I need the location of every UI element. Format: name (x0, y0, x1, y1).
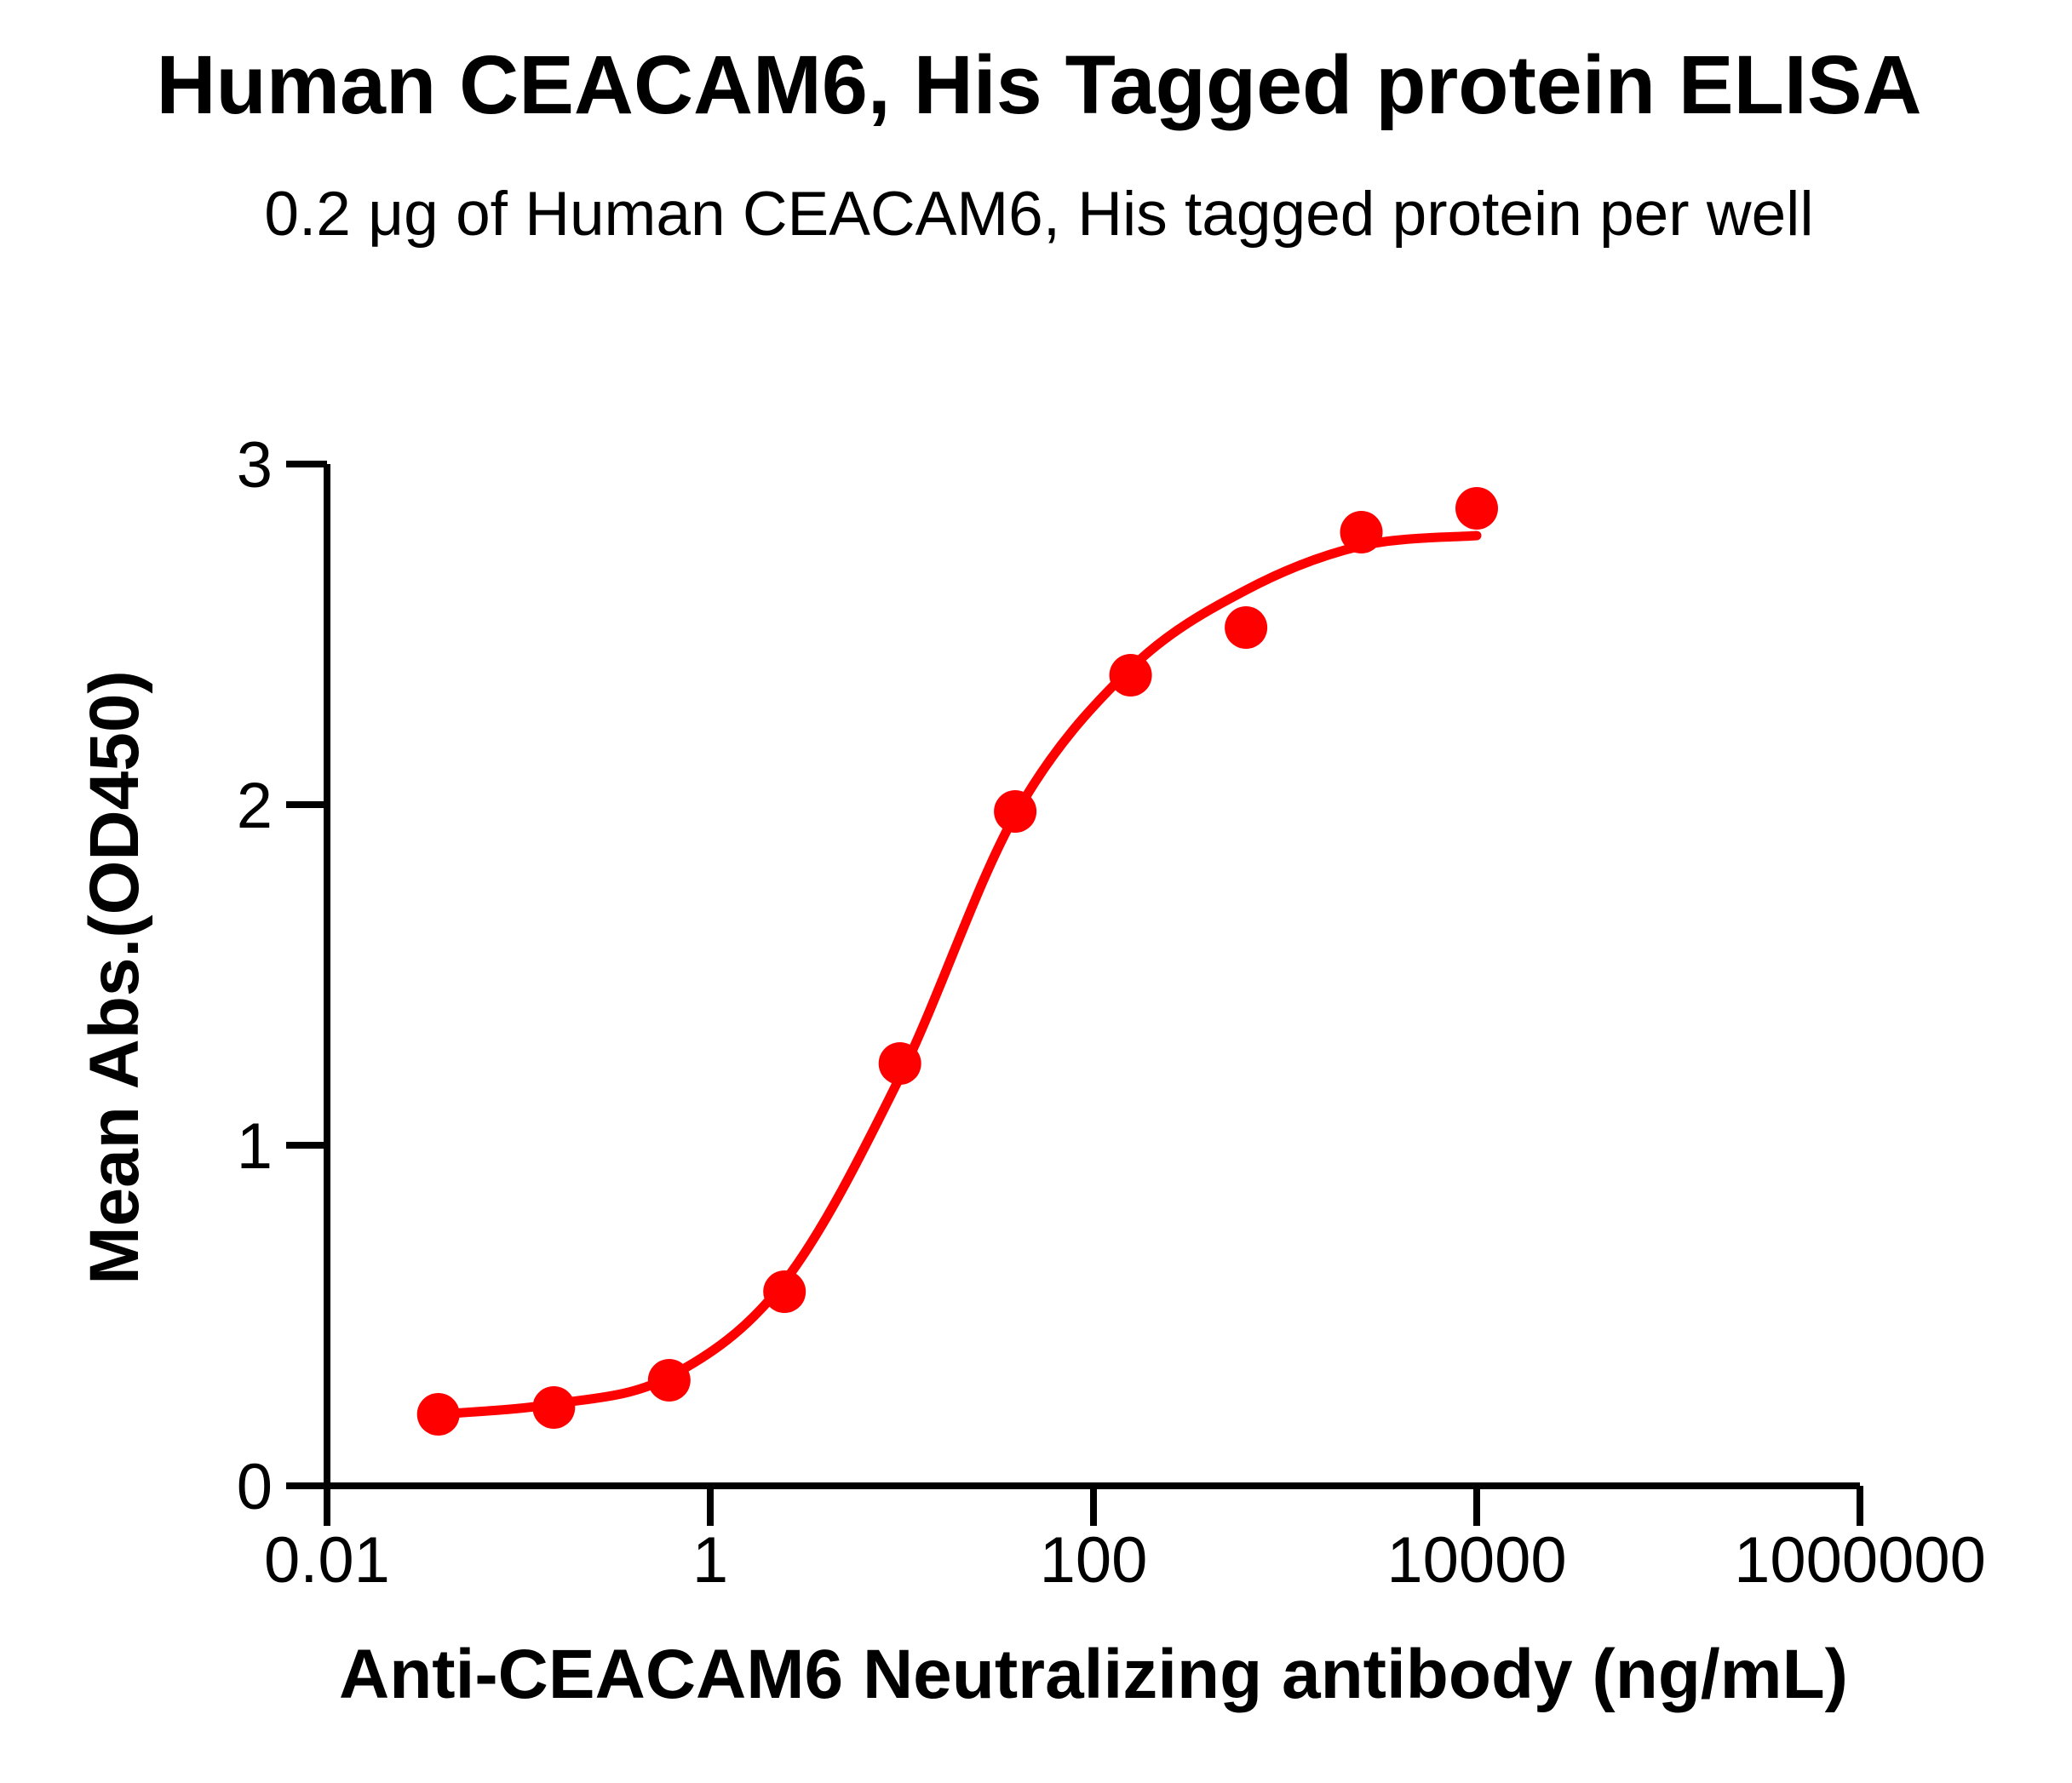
chart-subtitle: 0.2 μg of Human CEACAM6, His tagged prot… (264, 180, 1813, 249)
y-tick-label: 1 (237, 1110, 273, 1183)
data-point (532, 1386, 576, 1429)
x-tick-label: 1 (692, 1524, 728, 1597)
data-points (416, 487, 1498, 1436)
y-tick-label: 2 (237, 770, 273, 842)
axis-lines (286, 461, 1863, 1526)
x-tick-label: 1000000 (1734, 1524, 1986, 1597)
fit-curve (433, 530, 1482, 1419)
data-point (1455, 487, 1498, 530)
x-tick-label: 100 (1040, 1524, 1148, 1597)
y-axis-title: Mean Abs.(OD450) (76, 670, 153, 1284)
x-tick-label: 0.01 (264, 1524, 390, 1597)
axes (286, 461, 1863, 1526)
data-point (416, 1393, 460, 1436)
x-axis-title: Anti-CEACAM6 Neutralizing antibody (ng/m… (339, 1636, 1848, 1713)
data-point (1225, 606, 1268, 649)
y-tick-labels: 0 1 2 3 (237, 429, 273, 1523)
y-tick-label: 3 (237, 429, 273, 502)
data-point (763, 1270, 806, 1313)
data-point (878, 1042, 921, 1085)
data-point (1340, 511, 1383, 553)
data-point (994, 790, 1037, 833)
x-tick-labels: 0.01 1 100 10000 1000000 (264, 1524, 1986, 1597)
y-tick-label: 0 (237, 1451, 273, 1523)
chart-title: Human CEACAM6, His Tagged protein ELISA (156, 38, 1921, 131)
data-point (1109, 654, 1152, 697)
x-tick-label: 10000 (1386, 1524, 1566, 1597)
data-point (647, 1359, 691, 1402)
